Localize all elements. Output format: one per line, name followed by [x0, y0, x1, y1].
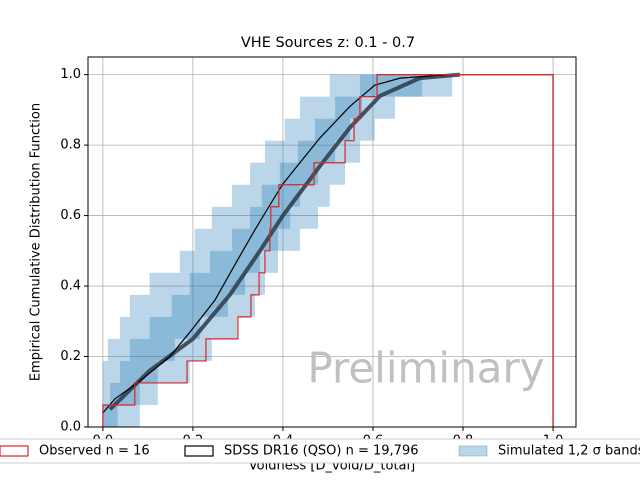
y-tick-label: 0.0: [60, 420, 81, 435]
cdf-line: [108, 72, 461, 411]
y-tick-label: 1.0: [60, 67, 81, 82]
sigma-band: [261, 184, 301, 207]
sigma-band: [300, 96, 396, 119]
sigma-band: [102, 404, 140, 427]
legend-label: Simulated 1,2 σ bands: [498, 444, 640, 459]
annotation: Preliminary: [307, 344, 544, 393]
sigma-band: [250, 162, 346, 185]
sigma-band: [194, 228, 301, 251]
y-tick-label: 0.2: [60, 349, 81, 364]
y-tick-label: 0.8: [60, 138, 81, 153]
sigma-band: [232, 228, 278, 251]
y-tick-label: 0.6: [60, 208, 81, 223]
sigma-band: [314, 118, 351, 141]
cdf-line: [102, 74, 554, 427]
legend-label: SDSS DR16 (QSO) n = 19,796: [224, 444, 419, 459]
chart-title: VHE Sources z: 0.1 - 0.7: [241, 35, 415, 51]
sigma-band: [232, 184, 330, 207]
legend-swatch: [184, 445, 214, 457]
legend: Observed n = 16 SDSS DR16 (QSO) n = 19,79…: [0, 438, 640, 464]
sigma-band: [149, 316, 201, 339]
sigma-band: [149, 272, 265, 295]
sigma-band: [102, 404, 118, 427]
sigma-band: [179, 250, 278, 273]
sigma-band: [329, 74, 453, 97]
sigma-band: [102, 382, 158, 405]
legend-box: [0, 438, 640, 464]
sigma-band: [119, 360, 158, 383]
legend-label: Observed n = 16: [39, 444, 150, 459]
sigma-band: [211, 206, 319, 229]
sigma-band: [129, 338, 175, 361]
legend-swatch: [458, 445, 488, 457]
y-axis-label: Empirical Cumulative Distribution Functi…: [29, 103, 44, 381]
sigma-band: [250, 206, 291, 229]
y-tick-label: 0.4: [60, 279, 81, 294]
legend-swatch: [0, 445, 29, 457]
ecdf-step: [102, 74, 554, 427]
sigma-band: [359, 74, 423, 97]
plot-frame: [87, 56, 577, 428]
